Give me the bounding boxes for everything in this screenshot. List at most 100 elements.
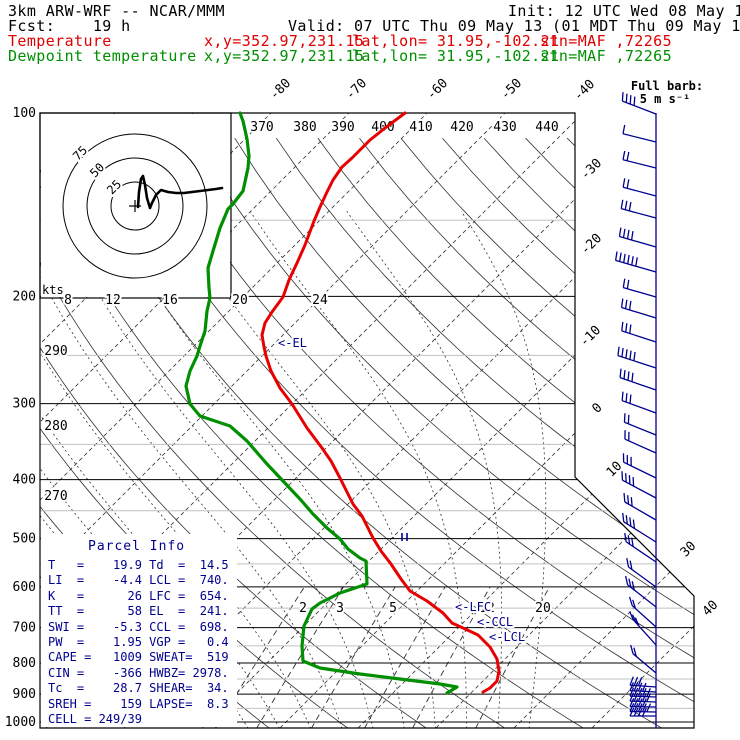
dewpoint-xy: x,y=352.97,231.15: [204, 47, 365, 65]
wind-barb: [629, 698, 657, 708]
hodograph-ring: [62, 133, 208, 279]
dry-adiabat-label: 410: [409, 120, 432, 135]
isotherm-line: [591, 113, 694, 728]
barb-legend-title: Full barb:: [631, 79, 703, 93]
parcel-info-row: Tc = 28.7 SHEAR= 34.: [48, 681, 229, 696]
wind-barb: [629, 692, 657, 703]
dry-adiabat-label: 280: [44, 419, 67, 434]
isotherm-label-right: -30: [578, 156, 605, 183]
mixing-ratio-label: 2: [299, 601, 307, 616]
isotherm-line: [0, 113, 37, 728]
dry-adiabat-line: [109, 138, 694, 728]
wind-barb: [621, 321, 657, 343]
parcel-info-row: LI = -4.4 LCL = 740.: [48, 573, 229, 588]
model-title: 3km ARW-WRF -- NCAR/MMM: [8, 2, 225, 20]
isotherm-line: [201, 113, 694, 728]
forecast-hour: Fcst: 19 h: [8, 17, 131, 35]
wind-barb: [621, 471, 657, 499]
pressure-axis-label: 900: [13, 687, 36, 702]
mixing-ratio-line: [256, 586, 344, 728]
dry-adiabat-line: [317, 137, 694, 728]
wind-barb: [628, 596, 657, 628]
parcel-info-row: SREH = 159 LAPSE= 8.3: [48, 696, 229, 711]
hodograph-trace: [136, 174, 224, 210]
wind-barb: [614, 251, 657, 273]
pressure-axis-label: 1000: [5, 715, 36, 730]
wind-barb: [622, 512, 657, 543]
parcel-info-row: SWI = -5.3 CCL = 698.: [48, 619, 229, 634]
level-marker-label: <-CCL: [477, 615, 513, 629]
wind-barb: [619, 368, 657, 391]
wind-barb: [629, 611, 657, 646]
wind-barb: [624, 532, 657, 563]
hodograph-ring: [86, 157, 184, 255]
temperature-legend-label: Temperature: [8, 32, 112, 50]
wind-barb: [629, 707, 656, 717]
wind-barb: [623, 492, 657, 521]
dry-adiabat-label: 430: [493, 120, 516, 135]
mixing-ratio-line: [363, 586, 446, 728]
plot-border: [39, 112, 695, 729]
temperature-station: stn=MAF ,72265: [540, 32, 673, 50]
isotherm-line: [40, 113, 584, 728]
isotherm-label-right: 30: [678, 539, 700, 561]
pressure-axis-label: 300: [13, 397, 36, 412]
wind-barb: [622, 124, 657, 143]
pressure-axis-label: 200: [13, 289, 36, 304]
pressure-axis-label: 400: [13, 473, 36, 488]
dewpoint-latlon: lat,lon= 31.95,-102.21: [352, 47, 560, 65]
dry-adiabat-label: 420: [450, 120, 473, 135]
parcel-info-row: CIN = -366 HWBZ= 2978.: [48, 665, 229, 680]
dry-adiabat-label: 270: [44, 489, 67, 504]
moist-adiabat-label: 20: [232, 293, 248, 308]
init-time: Init: 12 UTC Wed 08 May 13: [508, 2, 740, 20]
mixing-ratio-label: 3: [336, 601, 344, 616]
isotherm-line: [40, 113, 506, 728]
level-marker-label: <-EL: [278, 336, 307, 350]
parcel-info-row: T = 19.9 Td = 14.5: [48, 558, 229, 572]
dry-adiabat-line: [68, 138, 663, 728]
dry-adiabat-label: 390: [331, 120, 354, 135]
parcel-info-row: TT = 58 EL = 241.: [48, 604, 229, 619]
mixing-ratio-line: [475, 586, 550, 728]
dewpoint-legend-label: Dewpoint temperature: [8, 47, 197, 65]
mixing-ratio-line: [411, 586, 491, 728]
dry-adiabat-label: 440: [535, 120, 558, 135]
level-marker-label: <-LFC: [455, 600, 491, 614]
dry-adiabat-line: [276, 137, 694, 728]
wind-barb: [620, 199, 657, 219]
level-marker-label: <-LCL: [489, 630, 525, 644]
isotherm-label-right: -10: [577, 323, 604, 350]
isotherm-label-top: -40: [571, 77, 598, 104]
wind-barb: [618, 227, 657, 248]
moist-adiabat-label: 24: [312, 293, 328, 308]
pressure-axis-label: 500: [13, 532, 36, 547]
moist-adiabat-line: [171, 211, 436, 728]
moist-adiabat-line: [461, 211, 547, 728]
temperature-latlon: lat,lon= 31.95,-102.21: [352, 32, 560, 50]
parcel-info-row: K = 26 LFC = 654.: [48, 588, 229, 603]
isotherm-label-top: -50: [498, 76, 525, 103]
moist-adiabat-line: [346, 211, 503, 728]
wind-barb: [621, 391, 657, 414]
dry-adiabat-label: 380: [293, 120, 316, 135]
wind-barb: [623, 413, 657, 436]
dry-adiabat-line: [359, 137, 694, 728]
dry-adiabat-line: [40, 138, 585, 728]
moist-adiabat-label: 12: [105, 293, 121, 308]
hodograph-ring: [110, 181, 160, 231]
parcel-info-row: CELL = 249/39: [48, 712, 142, 727]
barb-legend-units: 5 m s⁻¹: [640, 92, 691, 106]
wind-barb: [630, 644, 657, 674]
wind-barb: [620, 298, 657, 319]
pressure-axis-label: 700: [13, 621, 36, 636]
wind-barb: [629, 687, 657, 698]
moist-adiabat-line: [107, 211, 405, 728]
dry-adiabat-label: 370: [250, 120, 273, 135]
wind-barb: [624, 430, 657, 454]
dry-adiabat-line: [234, 137, 694, 728]
parcel-info-row: CAPE = 1009 SWEAT= 519: [48, 650, 229, 665]
